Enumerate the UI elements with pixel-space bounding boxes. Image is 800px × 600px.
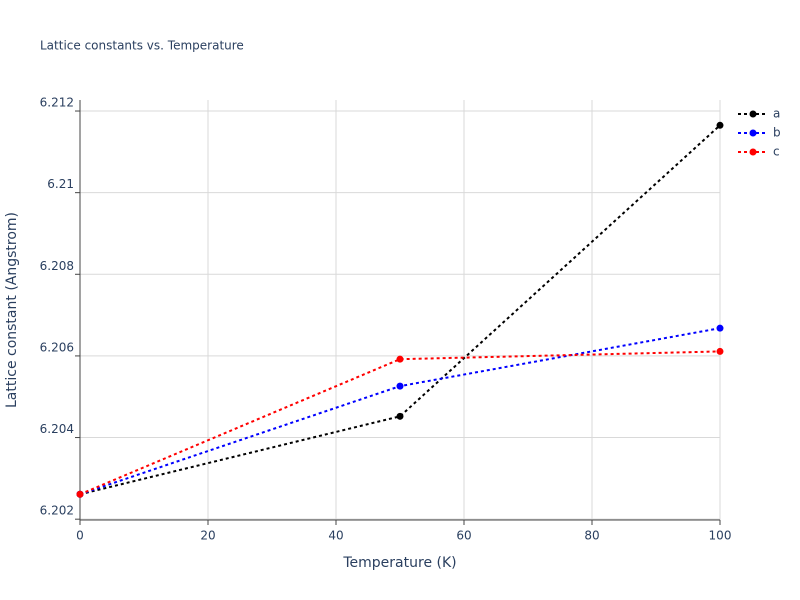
legend-marker [749,129,757,137]
chart-title: Lattice constants vs. Temperature [40,39,244,53]
y-tick-label: 6.202 [40,504,74,518]
legend-marker [749,148,757,156]
x-tick-label: 40 [328,529,343,543]
data-point [716,121,724,129]
x-tick-label: 60 [456,529,471,543]
data-point [396,355,404,363]
y-tick-label: 6.204 [40,422,74,436]
series-line [79,350,721,496]
y-tick-label: 6.206 [40,340,74,354]
y-tick-label: 6.212 [40,96,74,110]
data-point [716,347,724,355]
y-tick-label: 6.208 [40,259,74,273]
x-tick-label: 20 [200,529,215,543]
data-point [76,490,84,498]
data-point [396,412,404,420]
data-point [716,324,724,332]
x-tick-label: 100 [709,529,732,543]
y-axis-label: Lattice constant (Angstrom) [4,212,20,408]
legend-label: c [773,145,780,159]
series-line [79,124,721,496]
y-tick-label: 6.21 [47,177,74,191]
x-axis-label: Temperature (K) [342,555,456,571]
data-point [396,382,404,390]
x-tick-label: 80 [584,529,599,543]
legend-label: b [773,126,781,140]
legend-marker [749,110,757,118]
x-tick-label: 0 [76,529,84,543]
legend-label: a [773,107,780,121]
